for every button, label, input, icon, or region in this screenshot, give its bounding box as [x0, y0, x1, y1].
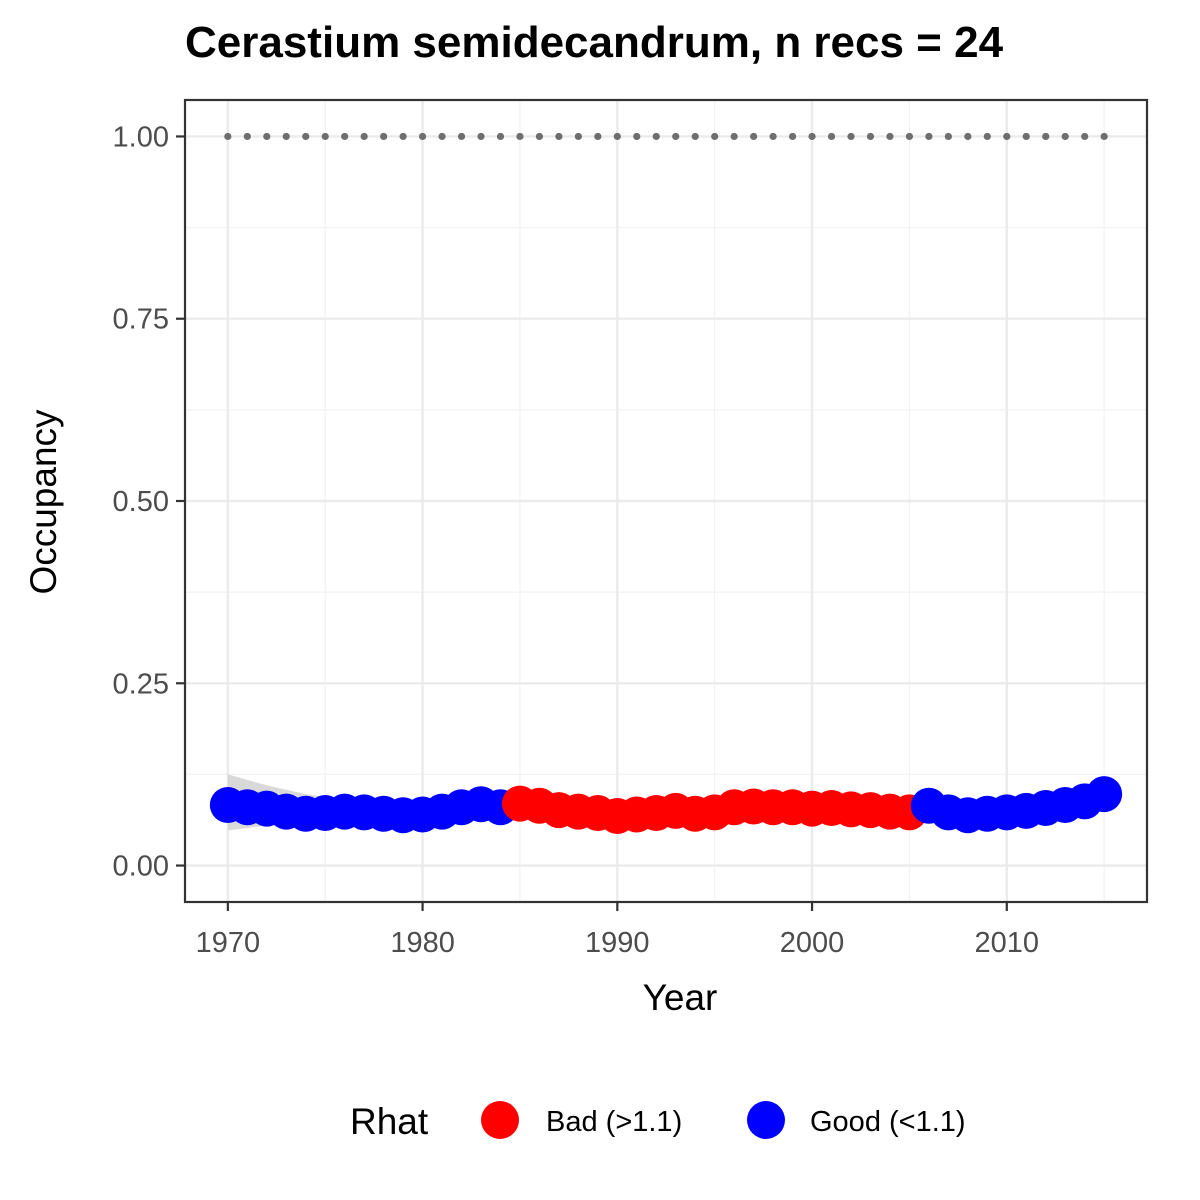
reference-dot	[944, 132, 952, 141]
grid-major	[185, 100, 1147, 902]
reference-dot	[535, 132, 544, 141]
y-axis-title: Occupancy	[23, 409, 64, 595]
reference-dot	[263, 132, 271, 141]
reference-dot	[808, 132, 816, 141]
reference-dot	[652, 132, 660, 141]
reference-dot	[788, 132, 797, 141]
reference-dot	[672, 132, 680, 141]
reference-dot	[380, 132, 388, 141]
reference-dot	[633, 132, 641, 141]
data-point-2015	[1086, 776, 1123, 813]
reference-dot	[847, 132, 855, 141]
reference-dot	[964, 132, 972, 141]
reference-dot	[516, 132, 524, 141]
reference-dot	[282, 132, 290, 141]
reference-dot	[1081, 132, 1089, 141]
legend-label-bad: Bad (>1.1)	[546, 1106, 682, 1138]
reference-dot	[457, 132, 466, 141]
x-tick-label: 2010	[975, 927, 1040, 959]
x-tick-label: 2000	[780, 927, 845, 959]
reference-dot	[1100, 132, 1108, 141]
legend-key-bad	[481, 1101, 519, 1139]
chart-title: Cerastium semidecandrum, n recs = 24	[185, 18, 1004, 67]
reference-dot	[477, 132, 485, 141]
reference-dot	[769, 132, 777, 141]
reference-line	[224, 132, 1108, 141]
legend-label-good: Good (<1.1)	[810, 1106, 966, 1138]
grid-minor	[185, 100, 1147, 902]
legend-title: Rhat	[350, 1101, 429, 1142]
reference-dot	[418, 132, 427, 141]
reference-dot	[905, 132, 914, 141]
points-layer	[209, 776, 1123, 834]
reference-dot	[302, 132, 310, 141]
reference-dot	[341, 132, 349, 141]
reference-dot	[925, 132, 933, 141]
reference-dot	[1061, 132, 1069, 141]
reference-dot	[574, 132, 582, 141]
y-axis: 0.00 0.25 0.50 0.75 1.00	[113, 121, 185, 883]
reference-dot	[496, 132, 505, 141]
reference-dot	[1022, 132, 1030, 141]
reference-dot	[691, 132, 699, 141]
reference-dot	[360, 132, 368, 141]
reference-dot	[1003, 132, 1011, 141]
legend-key-good	[747, 1101, 785, 1139]
reference-dot	[613, 132, 621, 141]
x-tick-label: 1990	[585, 927, 650, 959]
reference-dot	[224, 132, 232, 141]
reference-dot	[555, 132, 563, 141]
reference-dot	[321, 132, 329, 141]
reference-dot	[886, 132, 894, 141]
reference-dot	[866, 132, 875, 141]
reference-dot	[827, 132, 836, 141]
reference-dot	[438, 132, 446, 141]
x-axis-title: Year	[643, 977, 718, 1018]
reference-dot	[399, 132, 407, 141]
y-tick-label: 1.00	[113, 121, 169, 153]
reference-dot	[750, 132, 758, 141]
reference-dot	[594, 132, 602, 141]
reference-dot	[243, 132, 251, 141]
y-tick-label: 0.75	[113, 304, 169, 336]
reference-dot	[730, 132, 738, 141]
reference-dot	[1042, 132, 1050, 141]
x-axis: 1970 1980 1990 2000 2010	[196, 902, 1039, 959]
reference-dot	[711, 132, 719, 141]
reference-dot	[983, 132, 991, 141]
x-tick-label: 1970	[196, 927, 261, 959]
y-tick-label: 0.50	[113, 486, 169, 518]
y-tick-label: 0.00	[113, 851, 169, 883]
legend: Rhat Bad (>1.1) Good (<1.1)	[350, 1101, 966, 1142]
x-tick-label: 1980	[390, 927, 455, 959]
y-tick-label: 0.25	[113, 668, 169, 700]
